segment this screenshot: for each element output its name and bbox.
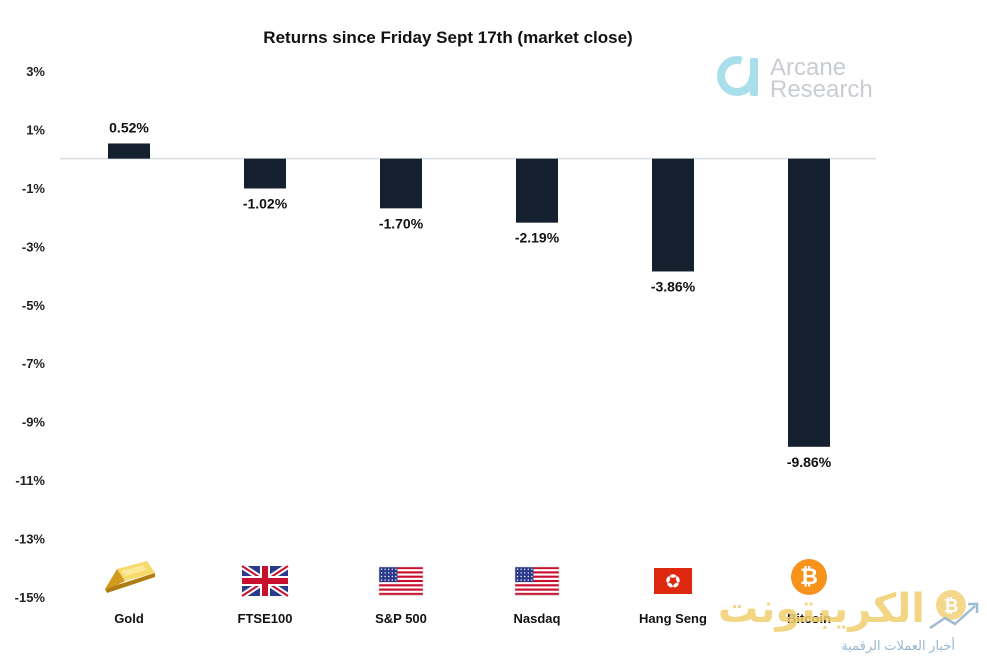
watermark-sub: أخبار العملات الرقمية	[841, 637, 955, 654]
watermark-coin-icon: ₿	[929, 590, 979, 630]
bar	[108, 143, 150, 159]
y-tick-label: 1%	[26, 122, 45, 137]
y-tick-label: 3%	[26, 64, 45, 79]
bars	[108, 143, 830, 447]
svg-text:₿: ₿	[800, 564, 818, 589]
brand-line-2: Research	[770, 76, 873, 103]
watermark: الكريبتونت أخبار العملات الرقمية ₿	[718, 587, 979, 654]
y-tick-label: -5%	[22, 298, 46, 313]
y-tick-label: -3%	[22, 239, 46, 254]
category-label: FTSE100	[238, 611, 293, 626]
bar	[652, 158, 694, 272]
category-label: S&P 500	[375, 611, 427, 626]
data-label: 0.52%	[109, 119, 149, 135]
category-label: Hang Seng	[639, 611, 707, 626]
value-labels: 0.52% -1.02% -1.70% -2.19% -3.86% -9.86%	[109, 119, 832, 469]
arcane-research-logo: Arcane Research	[717, 54, 873, 103]
category-label: Bitcoin	[787, 611, 831, 626]
data-label: -1.02%	[243, 195, 288, 211]
chart-title: Returns since Friday Sept 17th (market c…	[263, 28, 632, 47]
data-label: -3.86%	[651, 278, 696, 294]
us-flag-icon	[378, 566, 424, 596]
gold-bar-icon	[105, 561, 155, 593]
brand-line-1: Arcane	[770, 54, 846, 81]
category-labels: Gold FTSE100 S&P 500 Nasdaq Hang Seng Bitcoin	[114, 611, 831, 626]
y-tick-label: -11%	[15, 473, 45, 488]
category-label: Nasdaq	[514, 611, 561, 626]
y-tick-label: -13%	[15, 532, 46, 547]
bar	[244, 158, 286, 189]
y-tick-label: -9%	[22, 415, 46, 430]
bar	[380, 158, 422, 209]
y-tick-label: -1%	[22, 181, 46, 196]
y-axis: 3% 1% -1% -3% -5% -7% -9% -11% -13% -15%	[15, 64, 46, 605]
us-flag-icon	[514, 566, 560, 596]
y-tick-label: -7%	[22, 356, 46, 371]
category-icons: ₿	[105, 559, 827, 599]
data-label: -9.86%	[787, 454, 832, 470]
watermark-main: الكريبتونت	[718, 587, 925, 632]
uk-flag-icon	[240, 563, 290, 599]
bar	[788, 158, 830, 447]
y-tick-label: -15%	[15, 590, 46, 605]
bar	[516, 158, 558, 223]
hong-kong-flag-icon	[654, 568, 692, 594]
data-label: -2.19%	[515, 230, 560, 246]
arcane-logo-icon	[717, 56, 758, 96]
svg-text:₿: ₿	[944, 596, 959, 616]
bitcoin-icon: ₿	[791, 559, 827, 595]
data-label: -1.70%	[379, 215, 424, 231]
category-label: Gold	[114, 611, 144, 626]
